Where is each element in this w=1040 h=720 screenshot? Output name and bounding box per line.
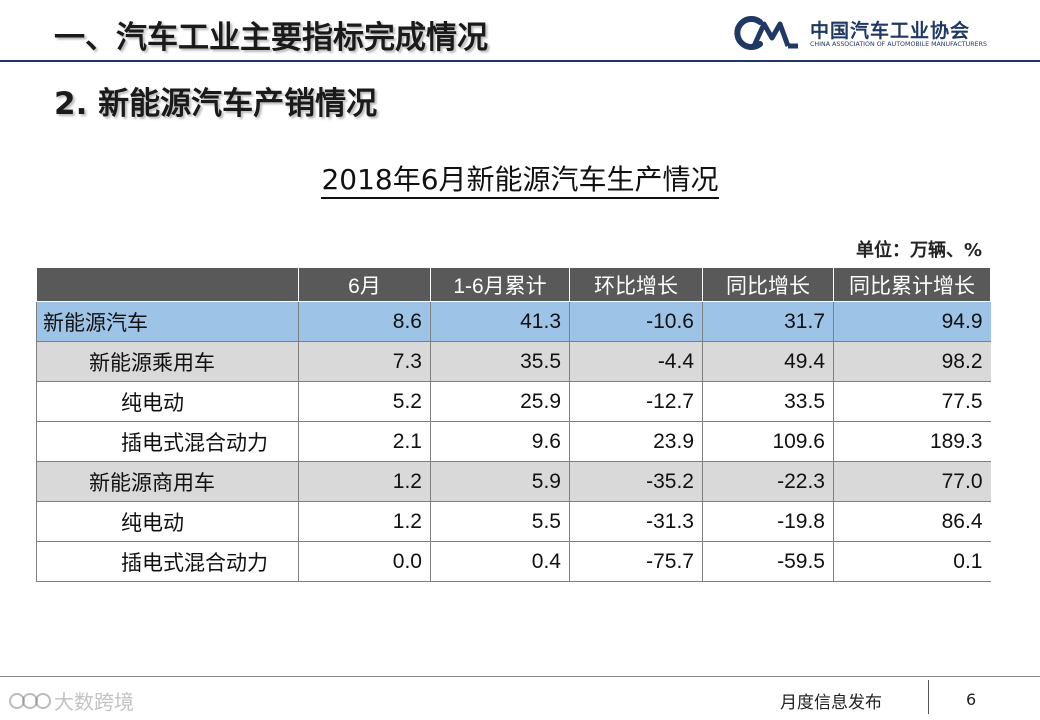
table-row: 新能源乘用车 7.3 35.5 -4.4 49.4 98.2	[36, 341, 991, 382]
table-cell: 94.9	[833, 301, 991, 342]
table-cell: 5.9	[430, 461, 570, 502]
slide-header: 一、汽车工业主要指标完成情况 中国汽车工业协会 CHINA ASSOCIATIO…	[0, 0, 1040, 62]
row-label: 插电式混合动力	[36, 421, 299, 462]
table-cell: -75.7	[569, 541, 703, 582]
main-title: 一、汽车工业主要指标完成情况	[54, 20, 488, 56]
table-row: 纯电动 5.2 25.9 -12.7 33.5 77.5	[36, 381, 991, 422]
table-cell: 23.9	[569, 421, 703, 462]
table-title-text: 2018年6月新能源汽车生产情况	[321, 163, 719, 199]
table-cell: 1.2	[298, 501, 431, 542]
column-header: 6月	[298, 268, 431, 302]
table-cell: 0.0	[298, 541, 431, 582]
footer-label: 月度信息发布	[780, 693, 882, 713]
page-number: 6	[966, 690, 977, 709]
column-header: 1-6月累计	[430, 268, 570, 302]
row-label: 插电式混合动力	[36, 541, 299, 582]
table-cell: 109.6	[702, 421, 834, 462]
table-cell: 25.9	[430, 381, 570, 422]
caam-logo-icon	[734, 16, 798, 50]
header-divider	[0, 60, 1040, 62]
column-header: 同比累计增长	[833, 268, 991, 302]
table-cell: 5.5	[430, 501, 570, 542]
table-cell: 77.5	[833, 381, 991, 422]
table-cell: -31.3	[569, 501, 703, 542]
table-row: 插电式混合动力 2.1 9.6 23.9 109.6 189.3	[36, 421, 991, 462]
unit-label: 单位：万辆、%	[855, 240, 982, 261]
table-cell: -22.3	[702, 461, 834, 502]
watermark: 大数跨境	[8, 686, 148, 716]
table-title: 2018年6月新能源汽车生产情况	[0, 158, 1040, 199]
table-cell: -4.4	[569, 341, 703, 382]
logo-chinese-name: 中国汽车工业协会	[810, 20, 971, 42]
table-cell: -19.8	[702, 501, 834, 542]
table-cell: 33.5	[702, 381, 834, 422]
column-header	[36, 268, 299, 302]
table-cell: 189.3	[833, 421, 991, 462]
table-cell: 5.2	[298, 381, 431, 422]
table-cell: -10.6	[569, 301, 703, 342]
table-row: 新能源商用车 1.2 5.9 -35.2 -22.3 77.0	[36, 461, 991, 502]
watermark-logo-icon	[9, 692, 51, 709]
table-cell: 0.1	[833, 541, 991, 582]
table-cell: 1.2	[298, 461, 431, 502]
table-cell: 41.3	[430, 301, 570, 342]
logo-english-name: CHINA ASSOCIATION OF AUTOMOBILE MANUFACT…	[810, 41, 987, 48]
table-cell: -12.7	[569, 381, 703, 422]
table-cell: 9.6	[430, 421, 570, 462]
table-cell: 98.2	[833, 341, 991, 382]
column-header: 环比增长	[569, 268, 703, 302]
table-cell: -35.2	[569, 461, 703, 502]
table-header-row: 6月 1-6月累计 环比增长 同比增长 同比累计增长	[36, 268, 991, 302]
row-label: 新能源商用车	[36, 461, 299, 502]
row-label: 纯电动	[36, 501, 299, 542]
row-label: 纯电动	[36, 381, 299, 422]
table-body: 新能源汽车 8.6 41.3 -10.6 31.7 94.9 新能源乘用车 7.…	[36, 301, 991, 582]
section-title: 2. 新能源汽车产销情况	[54, 86, 378, 122]
column-header: 同比增长	[702, 268, 834, 302]
table-cell: 7.3	[298, 341, 431, 382]
row-label: 新能源乘用车	[36, 341, 299, 382]
table-cell: 77.0	[833, 461, 991, 502]
table-row: 新能源汽车 8.6 41.3 -10.6 31.7 94.9	[36, 301, 991, 342]
footer-separator	[928, 680, 929, 714]
table-cell: -59.5	[702, 541, 834, 582]
table-cell: 0.4	[430, 541, 570, 582]
table-cell: 2.1	[298, 421, 431, 462]
watermark-text: 大数跨境	[54, 690, 134, 714]
table-cell: 86.4	[833, 501, 991, 542]
table-cell: 49.4	[702, 341, 834, 382]
production-table: 6月 1-6月累计 环比增长 同比增长 同比累计增长 新能源汽车 8.6 41.…	[36, 268, 991, 582]
table-cell: 35.5	[430, 341, 570, 382]
footer-divider	[0, 676, 1040, 677]
table-cell: 31.7	[702, 301, 834, 342]
table-row: 纯电动 1.2 5.5 -31.3 -19.8 86.4	[36, 501, 991, 542]
table-row: 插电式混合动力 0.0 0.4 -75.7 -59.5 0.1	[36, 541, 991, 582]
table-cell: 8.6	[298, 301, 431, 342]
association-logo: 中国汽车工业协会 CHINA ASSOCIATION OF AUTOMOBILE…	[730, 14, 1010, 54]
row-label: 新能源汽车	[36, 301, 299, 342]
